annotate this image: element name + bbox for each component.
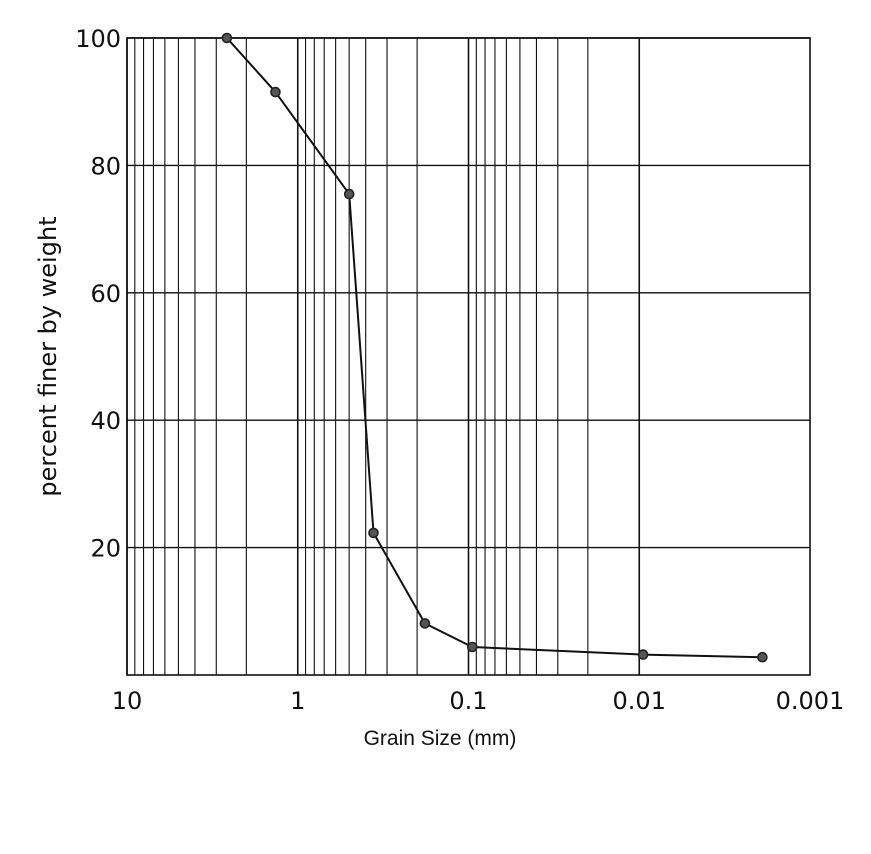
y-tick-label: 40 <box>90 407 121 435</box>
data-point <box>343 188 355 200</box>
data-point <box>368 527 379 539</box>
x-tick-label: 10 <box>112 687 143 715</box>
y-tick-label: 100 <box>75 25 121 53</box>
y-tick-label: 60 <box>90 280 121 308</box>
data-point <box>419 618 431 629</box>
x-axis-title: Grain Size (mm) <box>364 727 517 750</box>
data-point <box>637 649 649 660</box>
minor-grid <box>134 38 589 675</box>
x-tick-label: 1 <box>290 687 305 715</box>
x-tick-label: 0.01 <box>613 687 666 715</box>
data-point <box>270 86 281 98</box>
major-grid <box>126 37 810 675</box>
x-tick-labels: 10 1 0.1 0.01 0.001 <box>112 687 845 715</box>
x-tick-label: 0.001 <box>776 687 845 715</box>
data-point <box>757 651 768 663</box>
y-axis-title: percent finer by weight <box>34 216 62 496</box>
y-tick-label: 20 <box>90 535 121 563</box>
y-tick-labels: 20 40 60 80 100 <box>75 25 121 563</box>
series-line <box>226 37 763 659</box>
plot-area-frame <box>126 37 811 676</box>
data-point <box>466 641 478 653</box>
x-tick-label: 0.1 <box>449 687 487 715</box>
data-point <box>221 32 233 44</box>
y-tick-label: 80 <box>90 152 121 180</box>
series-layer <box>221 32 768 663</box>
